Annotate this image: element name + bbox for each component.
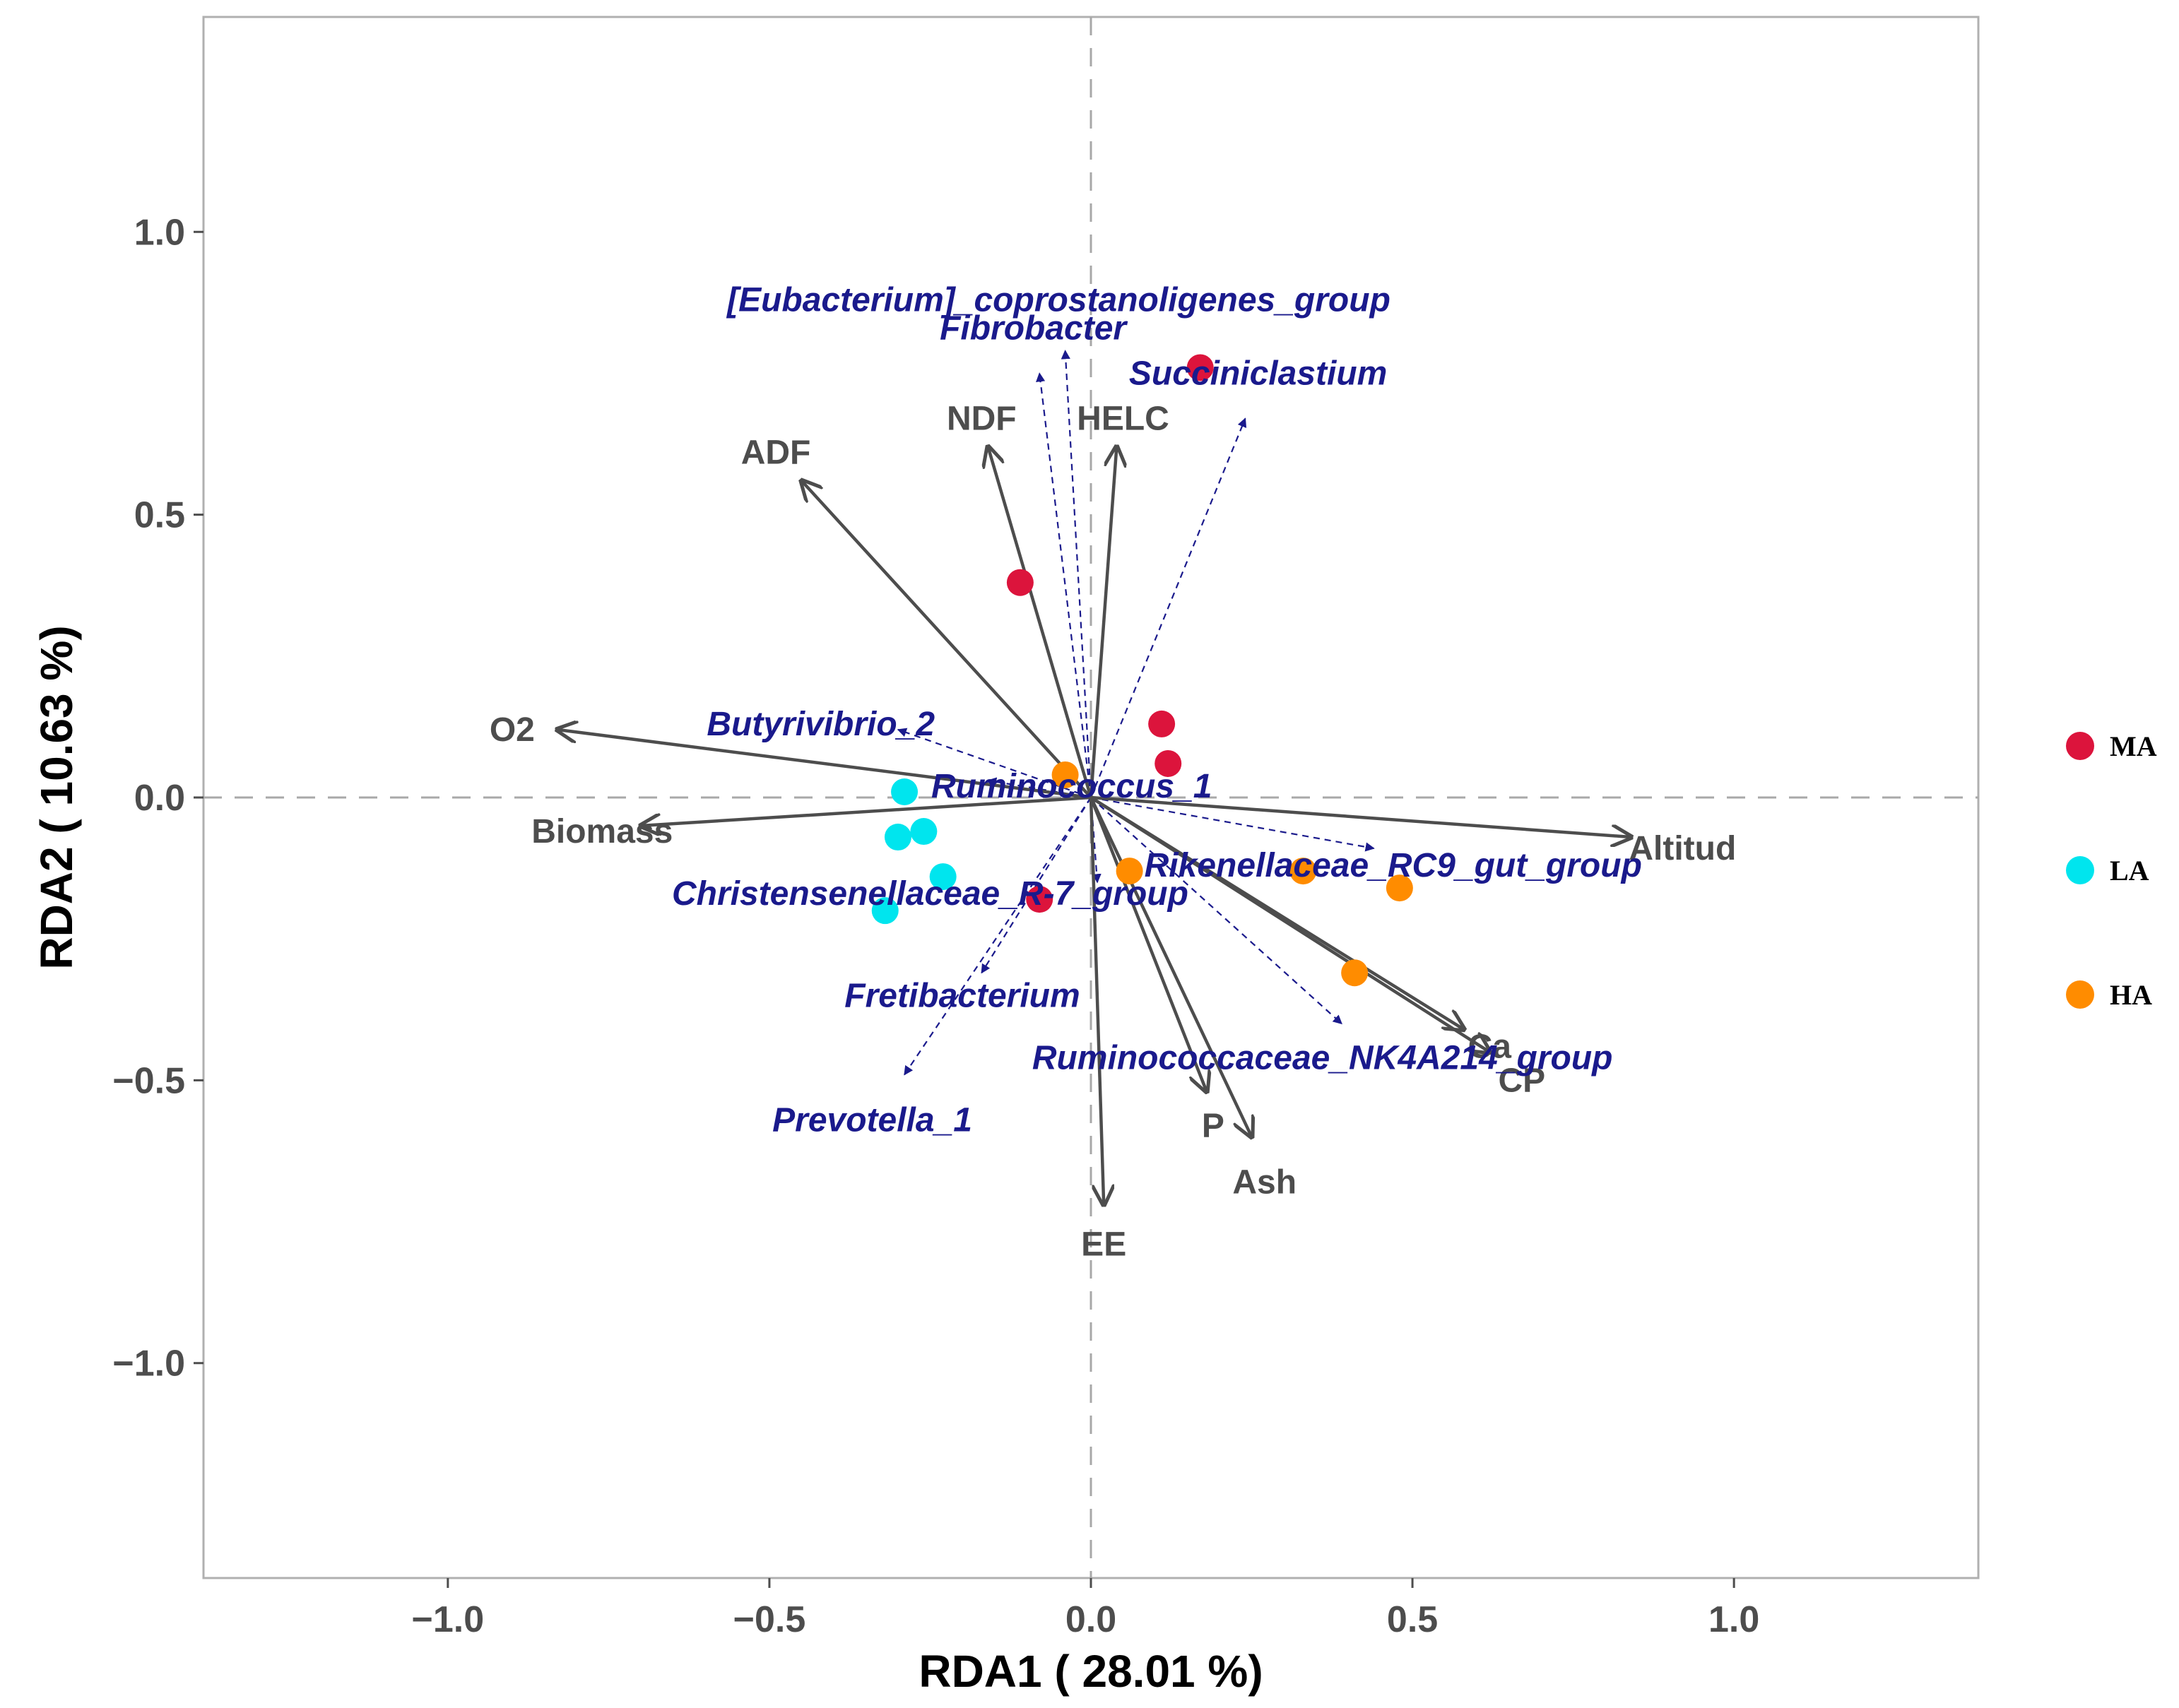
env-arrow <box>1089 797 1252 1137</box>
env-arrow <box>801 481 1092 799</box>
species-arrow <box>981 797 1092 974</box>
species-label: Prevotella_1 <box>772 1101 972 1139</box>
sample-point-la <box>884 824 911 851</box>
species-arrow <box>1036 372 1092 798</box>
y-tick-label: −0.5 <box>112 1060 185 1101</box>
env-label: Altitud <box>1629 830 1736 867</box>
env-label: O2 <box>490 711 535 749</box>
env-arrow <box>1090 796 1489 1052</box>
env-label: EE <box>1081 1226 1126 1264</box>
legend-key-ha <box>2066 980 2094 1009</box>
legend-label-ma: MA <box>2110 730 2157 762</box>
env-label: HELC <box>1077 401 1169 438</box>
env-arrow <box>1090 795 1631 837</box>
env-label: NDF <box>947 401 1017 438</box>
sample-point-ha <box>1386 874 1413 902</box>
species-arrow <box>1090 417 1247 798</box>
x-tick-label: −1.0 <box>412 1599 485 1640</box>
y-tick-label: 0.0 <box>134 778 185 819</box>
species-label: Ruminococcus_1 <box>931 768 1212 805</box>
sample-point-ha <box>1116 858 1143 885</box>
x-tick-label: −0.5 <box>733 1599 806 1640</box>
species-label: Succiniclastium <box>1129 355 1387 392</box>
env-arrow <box>1089 447 1116 798</box>
env-arrow <box>988 447 1093 798</box>
species-label: Ruminococcaceae_NK4A214_group <box>1032 1039 1613 1077</box>
env-label: Biomass <box>531 813 673 850</box>
env-label: CP <box>1498 1062 1545 1099</box>
x-tick-label: 0.5 <box>1387 1599 1438 1640</box>
sample-point-ha <box>1289 858 1317 885</box>
y-tick-label: 0.5 <box>134 495 185 536</box>
sample-point-la <box>910 818 938 846</box>
species-label: Fibrobacter <box>940 309 1128 347</box>
x-axis-title: RDA1 ( 28.01 %) <box>919 1646 1263 1697</box>
sample-point-ma <box>1148 710 1176 737</box>
sample-point-ma <box>1186 354 1214 381</box>
species-label: Fretibacterium <box>844 977 1080 1014</box>
species-label: Butyrivibrio_2 <box>707 706 935 743</box>
species-label: Rikenellaceae_RC9_gut_group <box>1145 847 1642 884</box>
species-arrow <box>1090 796 1375 852</box>
x-tick-label: 1.0 <box>1708 1599 1759 1640</box>
y-axis-title: RDA2 ( 10.63 %) <box>31 625 82 969</box>
sample-point-la <box>871 897 899 925</box>
env-label: ADF <box>741 434 811 472</box>
y-tick-label: 1.0 <box>134 212 185 253</box>
env-label: Ash <box>1232 1163 1297 1201</box>
y-tick-label: −1.0 <box>112 1344 185 1384</box>
species-label: [Eubacterium]_coprostanoligenes_group <box>726 281 1390 319</box>
sample-point-ha <box>1341 959 1369 987</box>
sample-point-ha <box>1051 761 1079 788</box>
env-arrow <box>1089 797 1207 1091</box>
env-arrow <box>1089 797 1104 1205</box>
env-arrow <box>641 795 1092 826</box>
species-label: Christensenellaceae_R-7_group <box>672 875 1188 913</box>
legend-label-la: LA <box>2110 855 2149 886</box>
legend-key-la <box>2066 856 2094 884</box>
species-arrow <box>1061 350 1092 798</box>
sample-point-la <box>891 778 919 805</box>
env-label: P <box>1202 1107 1224 1144</box>
sample-point-ma <box>1006 569 1034 596</box>
x-tick-label: 0.0 <box>1065 1599 1116 1640</box>
sample-point-la <box>929 863 957 891</box>
sample-point-ma <box>1155 749 1182 777</box>
env-arrow <box>557 730 1092 800</box>
sample-point-ma <box>1026 886 1053 913</box>
legend-key-ma <box>2066 732 2094 760</box>
legend-label-ha: HA <box>2110 979 2152 1011</box>
env-label: Ca <box>1468 1028 1512 1065</box>
